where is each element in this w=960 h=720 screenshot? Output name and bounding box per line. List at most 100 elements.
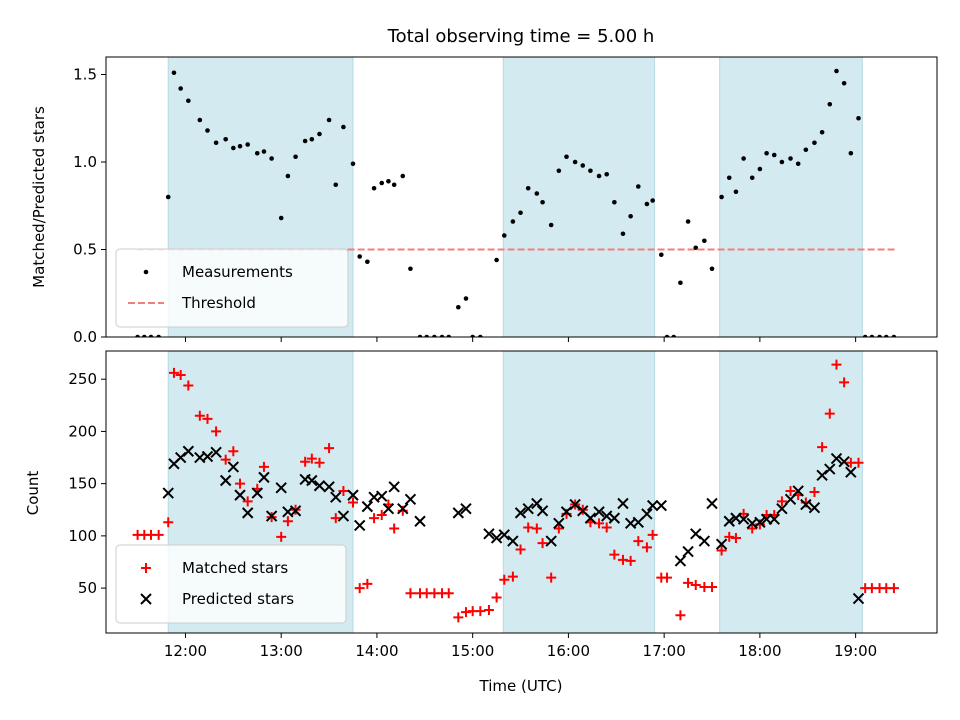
matched-star-point [338,485,349,496]
matched-star-point [362,578,373,589]
predicted-star-point [608,512,621,524]
predicted-star-point [698,535,711,547]
predicted-star-point [388,481,400,493]
measurement-point [841,80,847,86]
measurement-point [463,296,469,301]
legend-label: Predicted stars [182,590,294,608]
predicted-star-point [330,491,342,503]
observing-interval [502,350,656,634]
predicted-star-point [800,498,812,511]
measurement-point [628,213,633,219]
chart-title: Total observing time = 5.00 h [387,26,655,47]
measurement-point [726,175,732,181]
legend-marker [143,269,149,275]
measurement-point [510,219,516,224]
predicted-star-point [852,592,865,605]
legend-box [115,544,347,624]
matched-star-point [211,426,222,437]
measurement-point [186,98,191,104]
matched-star-point [194,410,205,421]
measurement-point [620,231,626,237]
data-marks [135,68,897,337]
x-tick-label: 14:00 [355,642,398,660]
x-tick-label: 13:00 [260,642,303,660]
measurement-point [424,334,430,337]
y-axis-label-bottom: Count [24,471,42,516]
matched-star-point [690,579,701,590]
measurement-point [357,254,363,259]
matched-star-point [546,572,557,583]
measurement-point [827,101,833,107]
measurement-point [326,117,332,123]
matched-star-point [853,457,864,468]
matched-star-point [553,523,564,534]
measurement-point [719,194,724,200]
matched-star-point [609,549,620,560]
predicted-star-point [737,513,750,525]
x-tick-label: 19:00 [834,642,877,660]
measurement-point [478,334,483,337]
measurement-point [135,334,140,337]
measurement-point [309,136,315,142]
matched-star-point [163,517,174,528]
measurement-point [141,334,147,337]
y-tick-label: 0.5 [73,241,97,259]
matched-star-point [515,544,526,555]
measurement-point [350,161,356,167]
measurement-point [678,280,683,286]
predicted-star-point [768,513,780,525]
matched-star-point [601,522,612,533]
matched-star-point [348,497,359,508]
measurement-point [771,152,777,158]
predicted-star-point [265,510,278,522]
predicted-star-point [682,545,694,558]
y-tick-label: 250 [68,370,97,388]
matched-star-point [491,592,502,603]
measurement-point [556,168,562,174]
measurement-point [534,191,540,196]
measurement-point [231,145,236,151]
predicted-star-point [655,499,667,512]
matched-star-point [523,522,534,533]
predicted-star-point [617,497,629,510]
measurement-point [269,156,274,161]
predicted-star-point [347,489,359,501]
legend-label: Measurements [182,263,293,281]
measurement-point [213,140,219,146]
measurement-point [165,194,171,200]
measurement-point [779,159,785,165]
measurement-point [812,140,817,146]
predicted-star-point [227,461,240,473]
x-tick-label: 16:00 [547,642,590,660]
matched-star-point [220,454,231,465]
matched-star-point [354,583,365,594]
predicted-star-point [234,489,246,501]
y-tick-label: 150 [68,475,97,493]
measurement-point [432,334,437,337]
observing-interval [719,56,863,338]
matched-star-point [831,359,842,370]
measurement-point [525,185,531,191]
matched-star-point [202,413,213,424]
predicted-star-point [404,493,417,506]
matched-star-point [235,478,246,489]
measurement-point [862,334,868,337]
predicted-star-point [219,474,232,487]
matched-star-point [175,370,186,381]
matched-star-point [716,545,727,556]
matched-star-point [888,583,899,594]
predicted-star-point [182,445,195,457]
matched-star-point [453,612,464,623]
x-axis-label: Time (UTC) [479,677,563,695]
predicted-star-point [382,503,395,515]
predicted-star-point [641,508,653,520]
matched-star-point [183,380,194,391]
measurement-point [834,68,839,74]
matched-star-point [314,457,325,468]
predicted-star-point [593,506,605,518]
measurement-point [278,215,284,221]
matched-star-point [531,523,542,534]
measurement-point [302,138,308,144]
measurement-point [518,210,523,216]
